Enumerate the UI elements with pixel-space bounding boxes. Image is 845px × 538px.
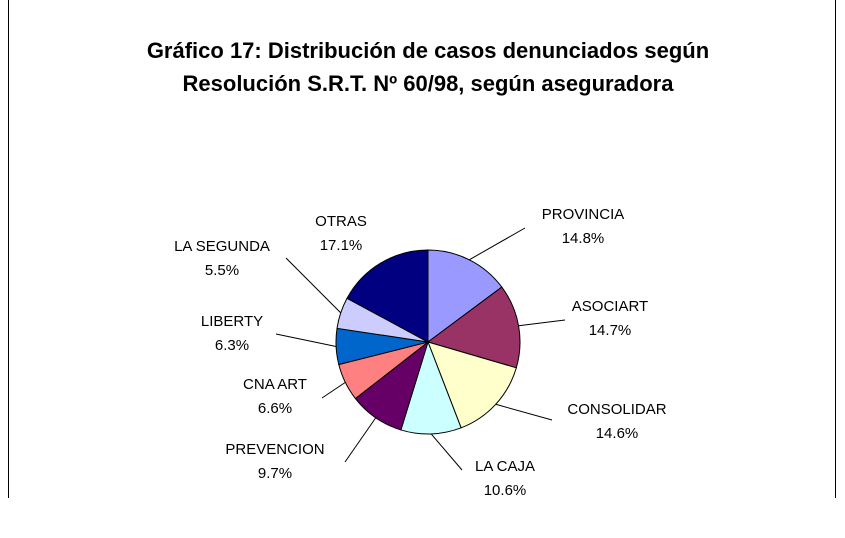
slice-value-label: 14.6% [596, 425, 639, 442]
leader-line [469, 227, 526, 261]
slice-label: CNA ART [243, 376, 307, 393]
slice-value-label: 14.8% [562, 230, 605, 247]
slice-value-label: 9.7% [258, 465, 292, 482]
slice-label: LA CAJA [475, 458, 535, 475]
slice-value-label: 6.6% [258, 400, 292, 417]
slice-label: OTRAS [315, 213, 367, 230]
slice-label: PREVENCION [225, 441, 324, 458]
slice-value-label: 17.1% [320, 237, 363, 254]
slice-value-label: 14.7% [589, 322, 632, 339]
leader-line [321, 381, 346, 399]
slice-label: ASOCIART [572, 298, 648, 315]
slice-label: LIBERTY [201, 313, 263, 330]
pie-slice [427, 341, 517, 429]
leader-line [344, 417, 377, 463]
leader-line [285, 257, 342, 314]
slice-value-label: 6.3% [215, 337, 249, 354]
leader-line [495, 403, 553, 421]
pie-slice [427, 249, 503, 343]
leader-line [275, 333, 337, 347]
slice-value-label: 10.6% [484, 482, 527, 499]
leader-line [518, 319, 566, 327]
leader-line [430, 433, 463, 471]
chart-title: Gráfico 17: Distribución de casos denunc… [146, 38, 710, 96]
slice-value-label: 5.5% [205, 262, 239, 279]
slice-label: CONSOLIDAR [567, 401, 666, 418]
slice-label: PROVINCIA [542, 206, 625, 223]
slice-label: LA SEGUNDA [174, 238, 270, 255]
pie-slice [346, 249, 429, 343]
pie-slice [426, 286, 521, 369]
